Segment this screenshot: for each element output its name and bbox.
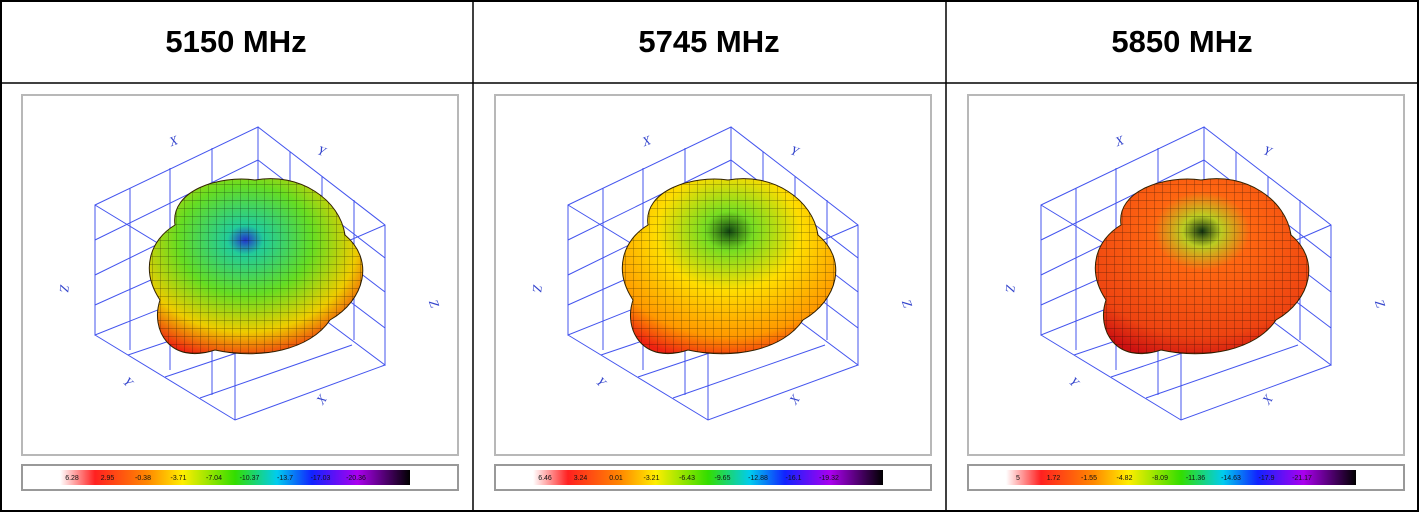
scale-label: -3.71 xyxy=(171,475,187,482)
scale-label: 5 xyxy=(1016,475,1020,482)
scale-label: -0.38 xyxy=(135,475,151,482)
scale-label: -9.65 xyxy=(715,475,731,482)
panel-title: 5850 MHz xyxy=(1111,24,1252,59)
scale-label: -19.32 xyxy=(819,475,839,482)
scale-label: -20.36 xyxy=(346,475,366,482)
scale-label: -10.37 xyxy=(240,475,260,482)
scale-label: -8.09 xyxy=(1152,475,1168,482)
scale-label: 6.46 xyxy=(538,475,552,482)
scale-label: 6.28 xyxy=(65,475,79,482)
scale-label: -1.55 xyxy=(1081,475,1097,482)
scale-label: 2.95 xyxy=(101,475,115,482)
scale-label: -16.1 xyxy=(786,475,802,482)
scale-label: -14.63 xyxy=(1221,475,1241,482)
scale-label: -7.04 xyxy=(206,475,222,482)
scale-label: -6.43 xyxy=(679,475,695,482)
scale-label: 3.24 xyxy=(574,475,588,482)
page: 5150 MHzXYZXYZ6.282.95-0.38-3.71-7.04-10… xyxy=(0,0,1419,512)
scale-label: 0.01 xyxy=(609,475,623,482)
scale-label: -11.36 xyxy=(1186,475,1205,482)
scale-label: -4.82 xyxy=(1117,475,1133,482)
panel-title: 5745 MHz xyxy=(638,24,779,59)
scale-label: -3.21 xyxy=(644,475,660,482)
scale-label: 1.72 xyxy=(1047,475,1061,482)
scale-label: -17.03 xyxy=(311,475,331,482)
panel-title: 5150 MHz xyxy=(165,24,306,59)
scale-label: -12.88 xyxy=(748,475,768,482)
scale-label: -17.9 xyxy=(1259,475,1275,482)
scale-label: -13.7 xyxy=(277,475,293,482)
scale-label: -21.17 xyxy=(1292,475,1312,482)
